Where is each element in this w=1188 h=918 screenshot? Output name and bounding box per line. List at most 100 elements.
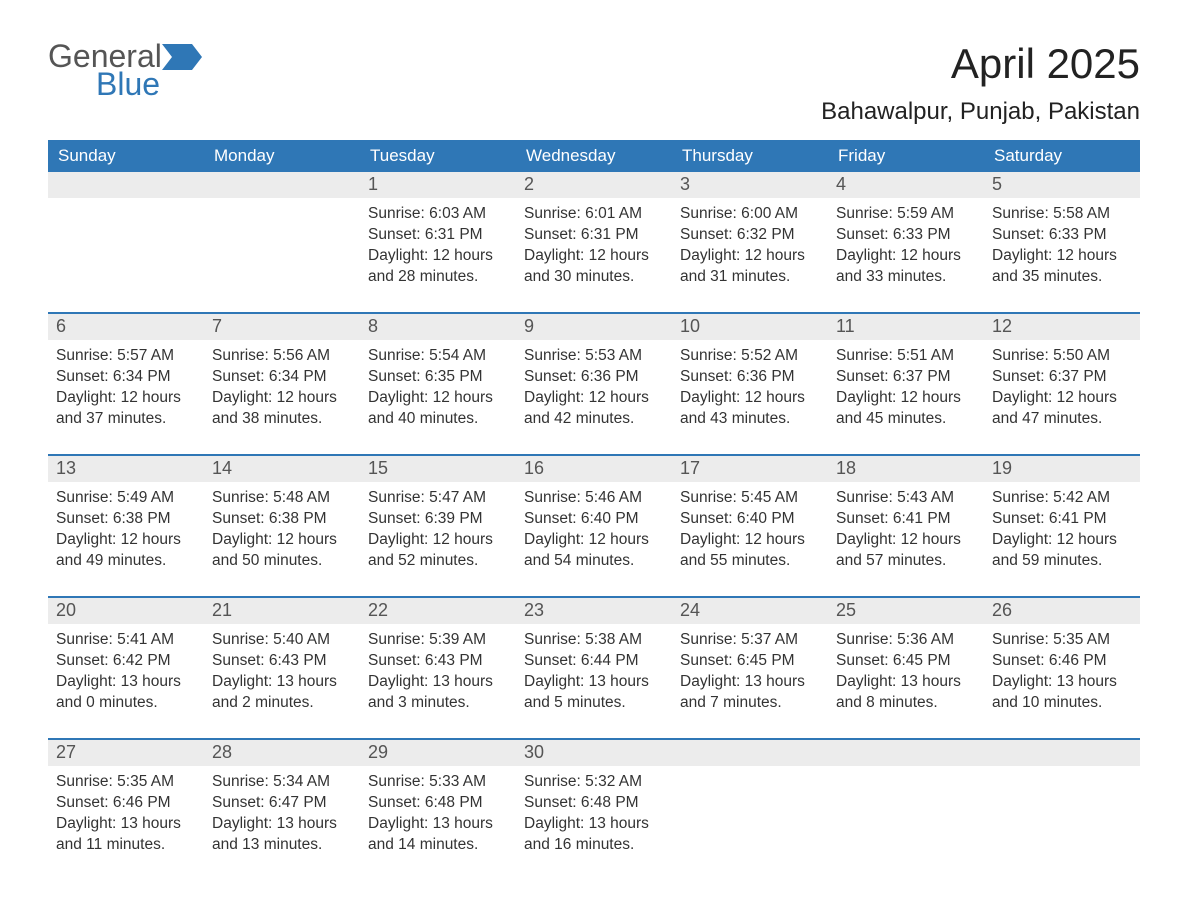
day-body: Sunrise: 5:41 AMSunset: 6:42 PMDaylight:… (48, 624, 204, 720)
day-cell: 21Sunrise: 5:40 AMSunset: 6:43 PMDayligh… (204, 598, 360, 720)
sunrise-text: Sunrise: 5:47 AM (368, 488, 508, 509)
daylight1-text: Daylight: 13 hours (56, 672, 196, 693)
sunrise-text: Sunrise: 5:33 AM (368, 772, 508, 793)
daylight2-text: and 3 minutes. (368, 693, 508, 714)
sunrise-text: Sunrise: 5:37 AM (680, 630, 820, 651)
daylight2-text: and 7 minutes. (680, 693, 820, 714)
daylight1-text: Daylight: 12 hours (836, 246, 976, 267)
day-body (984, 766, 1140, 862)
day-number (204, 172, 360, 198)
weekday-label: Friday (828, 140, 984, 172)
weekday-label: Thursday (672, 140, 828, 172)
daylight1-text: Daylight: 13 hours (368, 672, 508, 693)
day-body: Sunrise: 5:51 AMSunset: 6:37 PMDaylight:… (828, 340, 984, 436)
day-number: 18 (828, 456, 984, 482)
day-cell: 8Sunrise: 5:54 AMSunset: 6:35 PMDaylight… (360, 314, 516, 436)
day-body: Sunrise: 5:42 AMSunset: 6:41 PMDaylight:… (984, 482, 1140, 578)
sunrise-text: Sunrise: 5:49 AM (56, 488, 196, 509)
daylight2-text: and 0 minutes. (56, 693, 196, 714)
sunset-text: Sunset: 6:44 PM (524, 651, 664, 672)
day-cell: 26Sunrise: 5:35 AMSunset: 6:46 PMDayligh… (984, 598, 1140, 720)
day-body: Sunrise: 5:46 AMSunset: 6:40 PMDaylight:… (516, 482, 672, 578)
sunset-text: Sunset: 6:43 PM (368, 651, 508, 672)
day-number: 24 (672, 598, 828, 624)
day-cell: 30Sunrise: 5:32 AMSunset: 6:48 PMDayligh… (516, 740, 672, 862)
day-cell (828, 740, 984, 862)
daylight1-text: Daylight: 13 hours (680, 672, 820, 693)
daylight1-text: Daylight: 12 hours (680, 388, 820, 409)
sunset-text: Sunset: 6:41 PM (836, 509, 976, 530)
day-body (204, 198, 360, 294)
daylight1-text: Daylight: 12 hours (368, 530, 508, 551)
sunset-text: Sunset: 6:46 PM (992, 651, 1132, 672)
day-cell: 11Sunrise: 5:51 AMSunset: 6:37 PMDayligh… (828, 314, 984, 436)
week-row: 13Sunrise: 5:49 AMSunset: 6:38 PMDayligh… (48, 454, 1140, 578)
day-number: 6 (48, 314, 204, 340)
sunset-text: Sunset: 6:43 PM (212, 651, 352, 672)
day-number: 11 (828, 314, 984, 340)
sunset-text: Sunset: 6:35 PM (368, 367, 508, 388)
daylight1-text: Daylight: 12 hours (524, 246, 664, 267)
sunset-text: Sunset: 6:42 PM (56, 651, 196, 672)
daylight1-text: Daylight: 12 hours (368, 246, 508, 267)
day-cell: 29Sunrise: 5:33 AMSunset: 6:48 PMDayligh… (360, 740, 516, 862)
daylight2-text: and 38 minutes. (212, 409, 352, 430)
day-body: Sunrise: 5:40 AMSunset: 6:43 PMDaylight:… (204, 624, 360, 720)
daylight2-text: and 49 minutes. (56, 551, 196, 572)
day-body: Sunrise: 5:52 AMSunset: 6:36 PMDaylight:… (672, 340, 828, 436)
day-body: Sunrise: 5:57 AMSunset: 6:34 PMDaylight:… (48, 340, 204, 436)
day-number (828, 740, 984, 766)
day-cell: 13Sunrise: 5:49 AMSunset: 6:38 PMDayligh… (48, 456, 204, 578)
calendar: Sunday Monday Tuesday Wednesday Thursday… (48, 140, 1140, 862)
day-body: Sunrise: 5:35 AMSunset: 6:46 PMDaylight:… (48, 766, 204, 862)
sunset-text: Sunset: 6:38 PM (212, 509, 352, 530)
daylight2-text: and 35 minutes. (992, 267, 1132, 288)
day-number: 10 (672, 314, 828, 340)
sunset-text: Sunset: 6:47 PM (212, 793, 352, 814)
daylight1-text: Daylight: 13 hours (992, 672, 1132, 693)
weekday-header: Sunday Monday Tuesday Wednesday Thursday… (48, 140, 1140, 172)
day-number (984, 740, 1140, 766)
day-body: Sunrise: 5:38 AMSunset: 6:44 PMDaylight:… (516, 624, 672, 720)
daylight2-text: and 57 minutes. (836, 551, 976, 572)
daylight1-text: Daylight: 12 hours (992, 246, 1132, 267)
daylight2-text: and 52 minutes. (368, 551, 508, 572)
sunrise-text: Sunrise: 5:34 AM (212, 772, 352, 793)
daylight2-text: and 47 minutes. (992, 409, 1132, 430)
day-cell: 5Sunrise: 5:58 AMSunset: 6:33 PMDaylight… (984, 172, 1140, 294)
day-number: 23 (516, 598, 672, 624)
daylight1-text: Daylight: 13 hours (524, 814, 664, 835)
daylight2-text: and 11 minutes. (56, 835, 196, 856)
daylight1-text: Daylight: 12 hours (56, 530, 196, 551)
day-number: 17 (672, 456, 828, 482)
day-body: Sunrise: 5:58 AMSunset: 6:33 PMDaylight:… (984, 198, 1140, 294)
day-cell: 15Sunrise: 5:47 AMSunset: 6:39 PMDayligh… (360, 456, 516, 578)
day-cell: 12Sunrise: 5:50 AMSunset: 6:37 PMDayligh… (984, 314, 1140, 436)
daylight1-text: Daylight: 12 hours (992, 530, 1132, 551)
daylight1-text: Daylight: 13 hours (56, 814, 196, 835)
day-body: Sunrise: 6:01 AMSunset: 6:31 PMDaylight:… (516, 198, 672, 294)
sunset-text: Sunset: 6:48 PM (524, 793, 664, 814)
day-cell: 10Sunrise: 5:52 AMSunset: 6:36 PMDayligh… (672, 314, 828, 436)
month-title: April 2025 (821, 40, 1140, 88)
day-number: 26 (984, 598, 1140, 624)
day-number: 3 (672, 172, 828, 198)
sunrise-text: Sunrise: 5:54 AM (368, 346, 508, 367)
day-cell: 16Sunrise: 5:46 AMSunset: 6:40 PMDayligh… (516, 456, 672, 578)
day-cell: 23Sunrise: 5:38 AMSunset: 6:44 PMDayligh… (516, 598, 672, 720)
daylight2-text: and 5 minutes. (524, 693, 664, 714)
day-cell: 24Sunrise: 5:37 AMSunset: 6:45 PMDayligh… (672, 598, 828, 720)
day-number: 30 (516, 740, 672, 766)
logo: General Blue (48, 40, 202, 100)
weekday-label: Sunday (48, 140, 204, 172)
weekday-label: Tuesday (360, 140, 516, 172)
sunrise-text: Sunrise: 5:48 AM (212, 488, 352, 509)
sunset-text: Sunset: 6:37 PM (992, 367, 1132, 388)
sunrise-text: Sunrise: 5:52 AM (680, 346, 820, 367)
day-cell: 28Sunrise: 5:34 AMSunset: 6:47 PMDayligh… (204, 740, 360, 862)
sunset-text: Sunset: 6:33 PM (836, 225, 976, 246)
day-number: 25 (828, 598, 984, 624)
sunrise-text: Sunrise: 6:00 AM (680, 204, 820, 225)
day-cell: 4Sunrise: 5:59 AMSunset: 6:33 PMDaylight… (828, 172, 984, 294)
logo-word2: Blue (96, 68, 162, 100)
